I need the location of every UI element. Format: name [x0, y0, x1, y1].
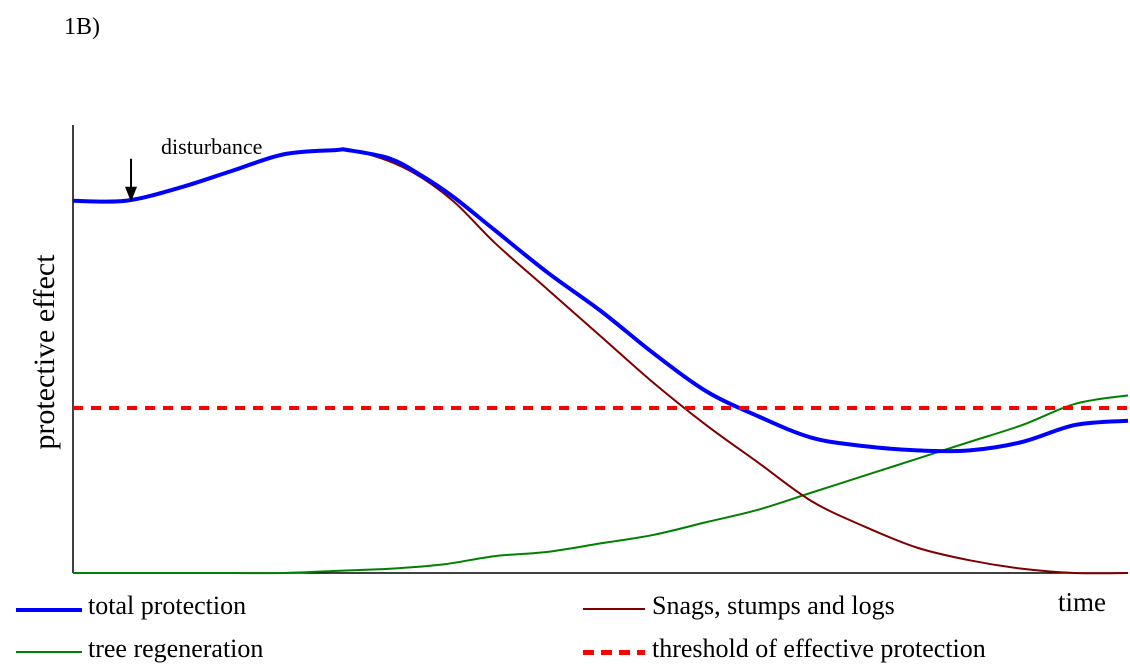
- panel-label: 1B): [64, 14, 100, 40]
- legend-label-threshold: threshold of effective protection: [652, 634, 986, 663]
- legend-label-total-protection: total protection: [88, 591, 247, 620]
- series-line-total-protection: [72, 147, 1129, 454]
- series-line-snags-stumps-and-logs: [72, 149, 1129, 575]
- legend-swatch-snags: [583, 608, 645, 610]
- legend-label-tree-regeneration: tree regeneration: [88, 634, 264, 663]
- series-line-tree-regeneration: [72, 394, 1129, 575]
- legend-swatch-tree-regeneration: [16, 651, 82, 653]
- x-axis-label: time: [1058, 587, 1106, 617]
- annotation-disturbance: disturbance: [161, 134, 262, 159]
- y-axis-label: protective effect: [28, 254, 61, 450]
- legend-label-snags: Snags, stumps and logs: [652, 591, 895, 620]
- series-layer: [72, 147, 1129, 575]
- disturbance-arrow-head: [125, 186, 138, 202]
- legend-swatch-total-protection: [16, 608, 82, 612]
- legend-swatch-threshold: [583, 650, 645, 655]
- annotation-layer: disturbance: [125, 134, 262, 202]
